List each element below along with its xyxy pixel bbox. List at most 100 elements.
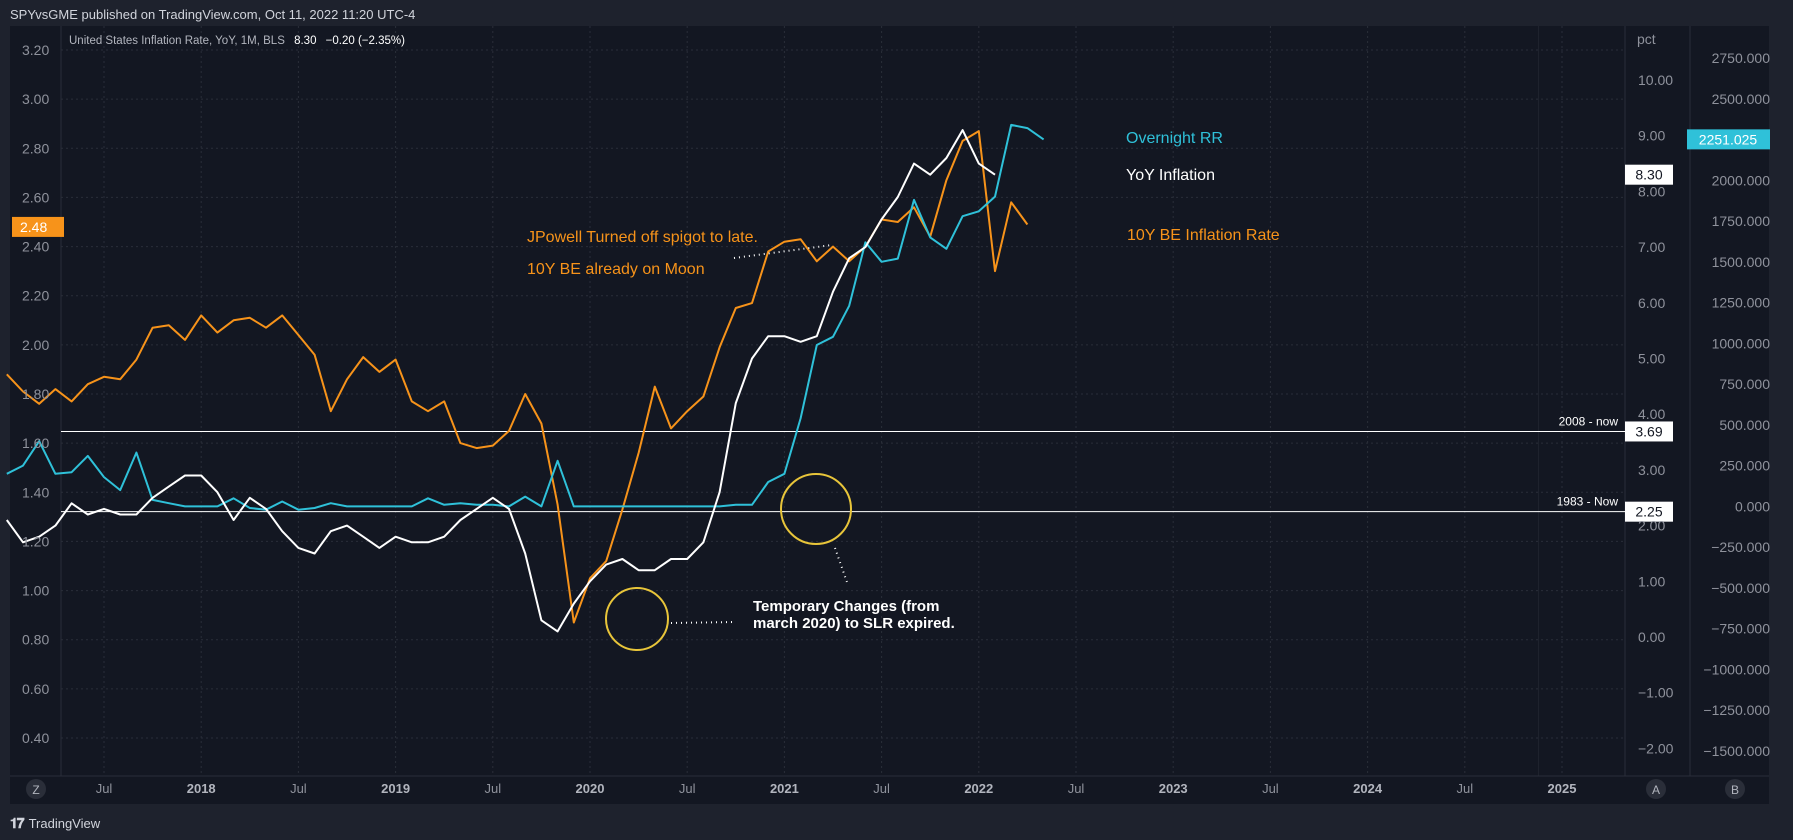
axes: Jul 2018 Jul 2019 Jul 2020 Jul 2021 Jul 2022 Jul 20… [12, 31, 1770, 799]
scale-button-label: A [1652, 783, 1660, 797]
mid-tick-label: 1.00 [1638, 573, 1665, 589]
highlight-circle [605, 587, 669, 651]
left-tick-label: 0.80 [22, 632, 49, 648]
series-lines [5, 123, 1045, 633]
x-tick-label: Jul [484, 781, 501, 796]
left-current-badge [12, 216, 64, 237]
price-scale-background [1539, 26, 1769, 776]
mid-tick-label: −2.00 [1638, 740, 1674, 756]
x-tick-label: 2021 [770, 781, 799, 796]
scale-button[interactable] [1646, 779, 1666, 799]
reference-line-label: 2008 - now [1559, 414, 1619, 428]
mid-tick-label: −1.00 [1638, 685, 1674, 701]
x-tick-label: 2022 [964, 781, 993, 796]
mid-axis-unit: pct [1637, 31, 1656, 47]
reference-line-badge [1625, 501, 1673, 522]
x-tick-label: 2018 [187, 781, 216, 796]
left-tick-label: 2.00 [22, 337, 49, 353]
left-tick-label: 0.60 [22, 681, 49, 697]
mid-tick-label: 3.00 [1638, 462, 1665, 478]
mid-tick-label: 5.00 [1638, 351, 1665, 367]
right-tick-label: 1250.000 [1712, 295, 1771, 311]
right-current-label: 2251.025 [1699, 131, 1758, 147]
right-tick-label: 2000.000 [1712, 172, 1771, 188]
right-tick-label: 750.000 [1719, 376, 1770, 392]
grid [61, 26, 1625, 776]
annotation-text: JPowell Turned off spigot to late. [527, 229, 758, 246]
x-tick-label: Jul [679, 781, 696, 796]
x-tick-label: Jul [873, 781, 890, 796]
x-tick-label: Jul [290, 781, 307, 796]
left-tick-label: 3.20 [22, 42, 49, 58]
reference-line-label: 1983 - Now [1557, 495, 1619, 509]
legend-change: −0.20 (−2.35%) [325, 35, 405, 47]
left-tick-label: 1.00 [22, 583, 49, 599]
series-legend: United States Inflation Rate, YoY, 1M, B… [69, 35, 405, 47]
left-tick-label: 0.40 [22, 730, 49, 746]
right-tick-label: 500.000 [1719, 417, 1770, 433]
mid-tick-label: 4.00 [1638, 406, 1665, 422]
left-tick-label: 2.60 [22, 189, 49, 205]
scale-button[interactable] [1725, 779, 1745, 799]
left-tick-label: 1.60 [22, 435, 49, 451]
mid-tick-label: 0.00 [1638, 629, 1665, 645]
time-scale-background [10, 776, 1769, 804]
reference-line-value: 3.69 [1635, 423, 1662, 439]
reference-line-value: 2.25 [1635, 504, 1662, 520]
series-label: Overnight RR [1126, 130, 1223, 147]
left-current-label: 2.48 [20, 219, 47, 235]
scale-button[interactable] [26, 779, 46, 799]
right-tick-label: 1750.000 [1712, 213, 1771, 229]
x-tick-label: 2020 [576, 781, 605, 796]
series-line [5, 129, 996, 633]
horizontal-lines: 2008 - now 3.69 1983 - Now 2.25 [61, 414, 1673, 522]
reference-line-badge [1625, 421, 1673, 442]
highlight-circle [780, 473, 852, 545]
left-tick-label: 2.20 [22, 288, 49, 304]
left-tick-label: 2.40 [22, 239, 49, 255]
annotation-text: march 2020) to SLR expired. [753, 615, 955, 632]
series-line [6, 123, 1045, 511]
right-tick-label: −1000.000 [1703, 661, 1770, 677]
tradingview-logo-icon: 𝟏𝟕 [10, 815, 25, 831]
series-label: 10Y BE Inflation Rate [1127, 227, 1280, 244]
yoy-current-badge [1625, 164, 1673, 185]
right-tick-label: 2750.000 [1712, 50, 1771, 66]
x-tick-label: 2024 [1353, 781, 1383, 796]
right-tick-label: −250.000 [1711, 539, 1770, 555]
yoy-current-label: 8.30 [1635, 167, 1662, 183]
left-tick-label: 1.20 [22, 533, 49, 549]
mid-tick-label: 6.00 [1638, 295, 1665, 311]
annotation-pointer [670, 621, 736, 624]
annotation-text: 10Y BE already on Moon [527, 261, 705, 278]
right-tick-label: 250.000 [1719, 458, 1770, 474]
left-tick-label: 1.80 [22, 386, 49, 402]
right-tick-label: −1500.000 [1703, 743, 1770, 759]
x-tick-label: Jul [1456, 781, 1473, 796]
mid-tick-label: 2.00 [1638, 518, 1665, 534]
scale-button-label: Z [32, 783, 39, 797]
right-tick-label: 1000.000 [1712, 335, 1771, 351]
plot-background [10, 26, 1538, 776]
scale-button-label: B [1731, 783, 1739, 797]
x-tick-label: Jul [96, 781, 113, 796]
right-current-badge [1687, 129, 1770, 150]
right-tick-label: −1250.000 [1703, 702, 1770, 718]
right-tick-label: 2500.000 [1712, 91, 1771, 107]
mid-tick-label: 8.00 [1638, 183, 1665, 199]
left-tick-label: 1.40 [22, 484, 49, 500]
right-tick-label: 1500.000 [1712, 254, 1771, 270]
x-tick-label: 2023 [1159, 781, 1188, 796]
annotations: Overnight RR YoY Inflation 10Y BE Inflatio… [527, 130, 1280, 632]
footer: 𝟏𝟕 TradingView [10, 815, 100, 832]
publish-caption: SPYvsGME published on TradingView.com, O… [10, 7, 416, 22]
annotation-text: Temporary Changes (from [753, 598, 939, 615]
x-tick-label: Jul [1068, 781, 1085, 796]
mid-tick-label: 7.00 [1638, 239, 1665, 255]
legend-name: United States Inflation Rate, YoY, 1M, B… [69, 35, 285, 47]
footer-brand: TradingView [28, 816, 101, 831]
mid-tick-label: 9.00 [1638, 128, 1665, 144]
series-line [6, 130, 1029, 624]
x-tick-label: 2019 [381, 781, 410, 796]
